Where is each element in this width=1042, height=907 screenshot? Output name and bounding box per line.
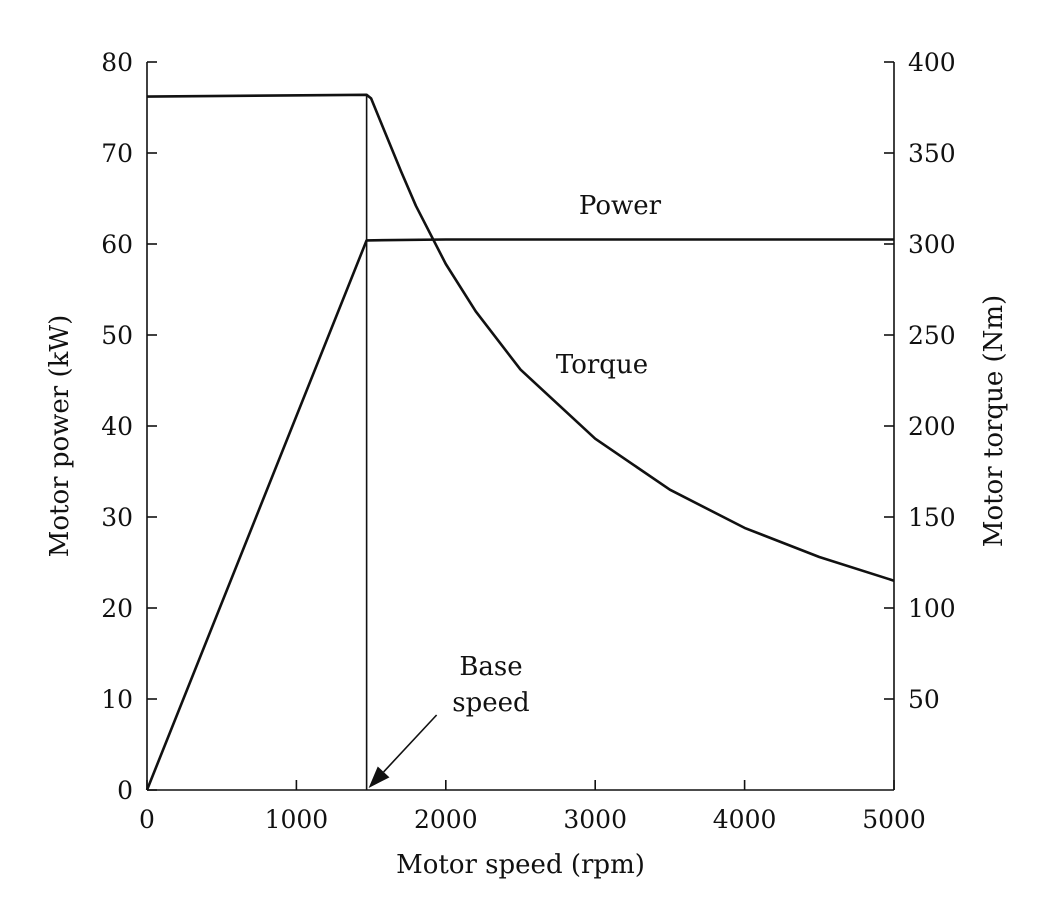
base-speed-arrow-shaft	[383, 714, 438, 773]
y-tick-label-left: 40	[101, 412, 133, 441]
y-axis-title-left: Motor power (kW)	[45, 315, 75, 557]
series-group	[145, 93, 895, 791]
y-tick-label-left: 20	[101, 594, 133, 623]
x-tick-label: 1000	[265, 805, 329, 834]
y-tick-label-left: 80	[101, 48, 133, 77]
x-tick-label: 2000	[414, 805, 478, 834]
y-tick-label-left: 70	[101, 139, 133, 168]
torque-series-label: Torque	[556, 350, 648, 380]
labels-group: Motor speed (rpm) Motor power (kW) Motor…	[45, 191, 1009, 880]
x-tick-label: 0	[139, 805, 155, 834]
y-tick-label-left: 50	[101, 321, 133, 350]
y-tick-label-right: 350	[908, 139, 956, 168]
y-tick-label-right: 400	[908, 48, 956, 77]
x-tick-label: 5000	[862, 805, 926, 834]
base-speed-label-line1: Base	[459, 652, 522, 682]
power-series-label: Power	[579, 191, 662, 221]
axes-group: 0 1000 2000 3000 4000 5000 0 10 20 30 40 50 60 70 80 50…	[101, 48, 956, 834]
y-tick-label-left: 30	[101, 503, 133, 532]
y-tick-label-right: 300	[908, 230, 956, 259]
y-tick-label-left: 0	[117, 776, 133, 805]
x-axis-title: Motor speed (rpm)	[396, 850, 645, 880]
y-tick-label-right: 250	[908, 321, 956, 350]
base-speed-arrow-head	[368, 766, 390, 788]
torque-series-line	[146, 93, 895, 582]
y-axis-title-right: Motor torque (Nm)	[979, 295, 1009, 547]
y-tick-label-right: 100	[908, 594, 956, 623]
y-tick-label-left: 60	[101, 230, 133, 259]
y-tick-label-right: 200	[908, 412, 956, 441]
base-speed-label-line2: speed	[452, 688, 529, 718]
y-tick-label-right: 150	[908, 503, 956, 532]
power-series-line	[145, 238, 894, 791]
x-tick-label: 3000	[563, 805, 627, 834]
x-tick-label: 4000	[713, 805, 777, 834]
y-tick-label-right: 50	[908, 685, 940, 714]
y-tick-label-left: 10	[101, 685, 133, 714]
